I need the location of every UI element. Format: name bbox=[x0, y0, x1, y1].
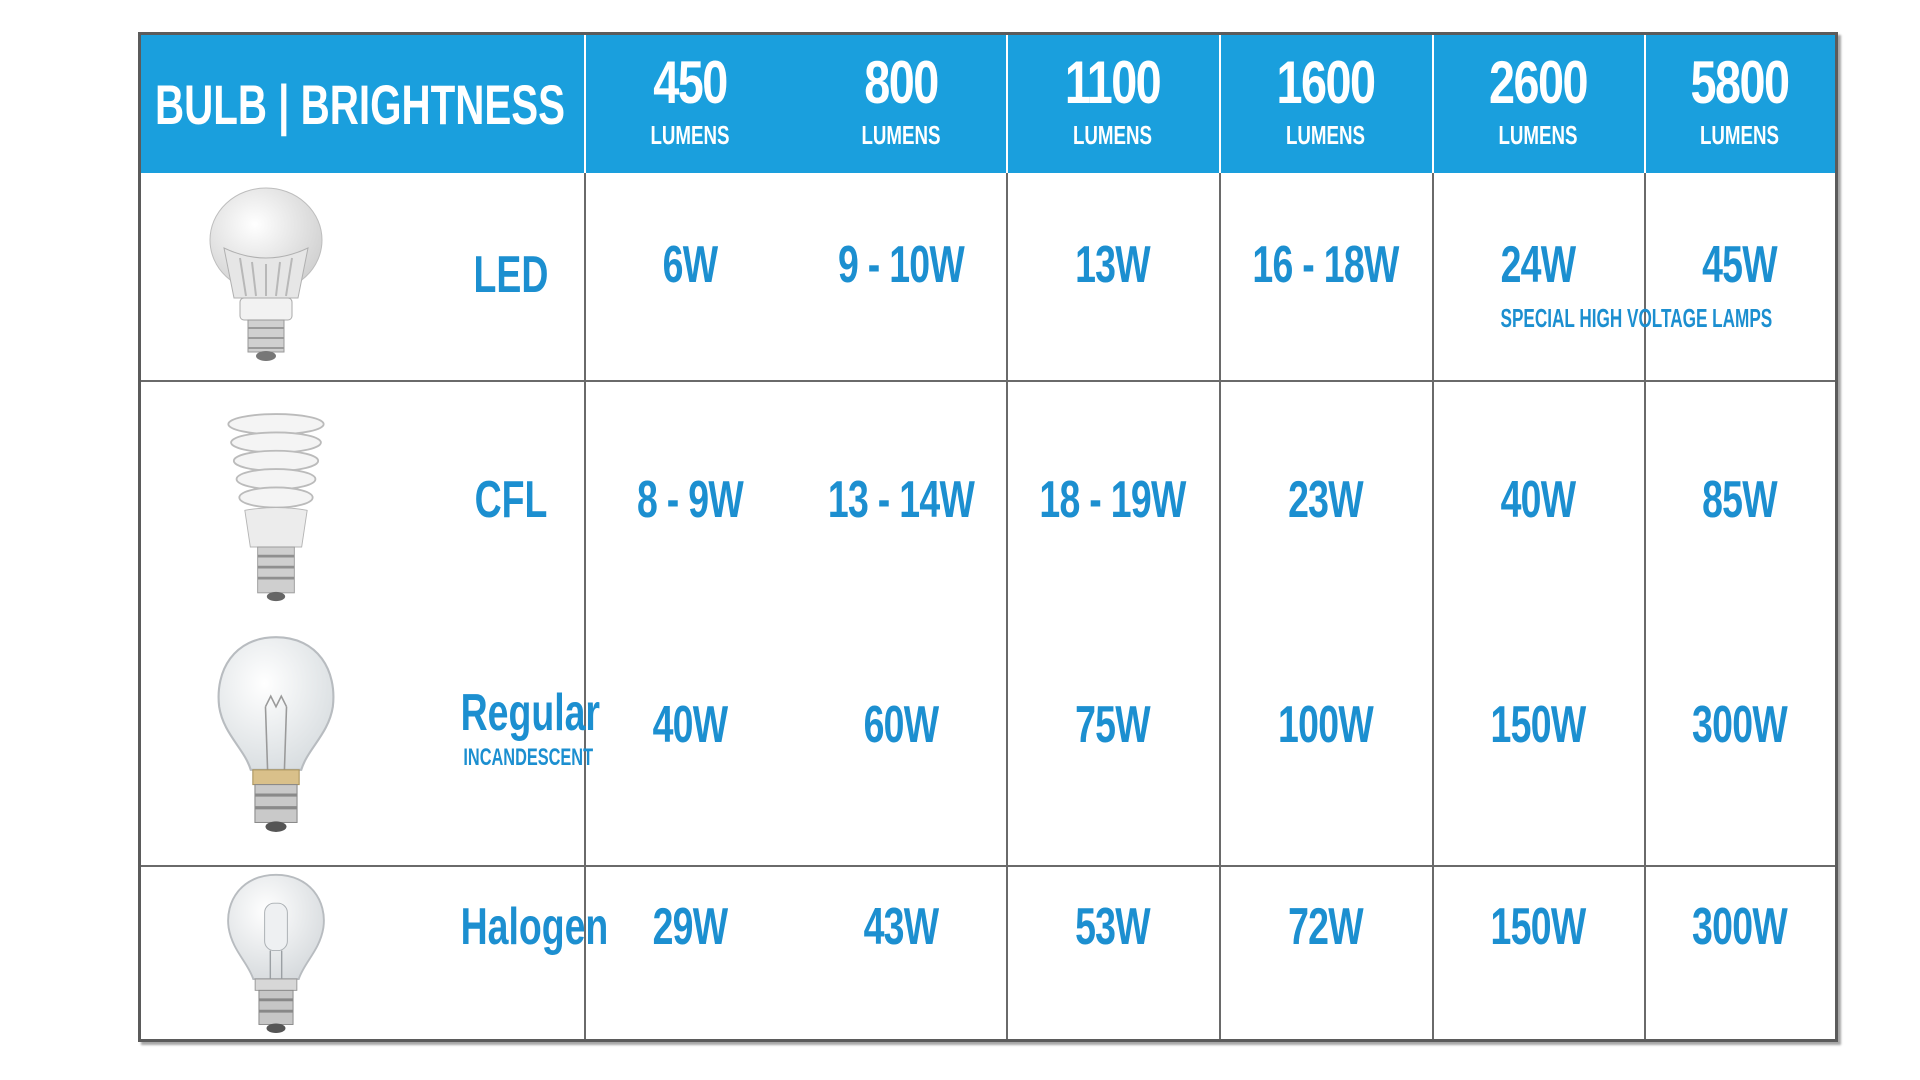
table-cell: 60W bbox=[796, 697, 1006, 753]
cell-wattage: 29W bbox=[652, 898, 729, 956]
table-cell: 6W bbox=[584, 237, 796, 293]
table-cell: 150W bbox=[1432, 697, 1644, 753]
cell-wattage: 100W bbox=[1278, 696, 1374, 754]
table-cell: 43W bbox=[796, 899, 1006, 955]
corner-header-label: BULB | BRIGHTNESS bbox=[155, 73, 566, 136]
column-header-unit: LUMENS bbox=[1699, 120, 1780, 150]
cell-wattage: 8 - 9W bbox=[637, 471, 744, 529]
column-divider bbox=[1432, 173, 1434, 1039]
column-header-unit: LUMENS bbox=[1498, 120, 1578, 150]
cell-wattage: 45W bbox=[1702, 236, 1778, 294]
special-high-voltage-note: SPECIAL HIGH VOLTAGE LAMPS bbox=[1500, 303, 1773, 333]
cell-wattage: 24W bbox=[1500, 236, 1577, 294]
cell-wattage: 150W bbox=[1490, 898, 1587, 956]
cell-wattage: 60W bbox=[863, 696, 940, 754]
column-header-1100: 1100 LUMENS bbox=[1006, 35, 1219, 173]
cell-wattage: 6W bbox=[662, 236, 718, 294]
table-cell: 13W bbox=[1006, 237, 1219, 293]
table-cell: 24W bbox=[1432, 237, 1644, 293]
row-label-led: LED bbox=[441, 247, 581, 303]
table-cell: 300W bbox=[1644, 697, 1835, 753]
column-header-unit: LUMENS bbox=[1285, 120, 1366, 150]
column-header-1600: 1600 LUMENS bbox=[1219, 35, 1432, 173]
cell-wattage: 13W bbox=[1075, 236, 1151, 294]
table-cell: 9 - 10W bbox=[796, 237, 1006, 293]
column-divider bbox=[1219, 173, 1221, 1039]
column-header-2600: 2600 LUMENS bbox=[1432, 35, 1644, 173]
table-cell: 100W bbox=[1219, 697, 1432, 753]
column-header-unit: LUMENS bbox=[1072, 120, 1153, 150]
column-header-800: 800 LUMENS bbox=[796, 35, 1006, 173]
header-divider bbox=[1219, 35, 1221, 173]
cell-wattage: 9 - 10W bbox=[837, 236, 965, 294]
cell-wattage: 150W bbox=[1490, 696, 1587, 754]
header-divider bbox=[1006, 35, 1008, 173]
cell-wattage: 40W bbox=[1500, 471, 1577, 529]
column-header-450: 450 LUMENS bbox=[584, 35, 796, 173]
table-cell: 13 - 14W bbox=[796, 472, 1006, 528]
cell-wattage: 13 - 14W bbox=[827, 471, 975, 529]
column-header-lumens-value: 1100 bbox=[1064, 49, 1162, 116]
table-cell: 16 - 18W bbox=[1219, 237, 1432, 293]
cfl-bulb-icon bbox=[221, 393, 331, 613]
column-divider bbox=[1644, 173, 1646, 1039]
table-cell: 23W bbox=[1219, 472, 1432, 528]
header-divider bbox=[584, 35, 586, 173]
incandescent-bulb-icon bbox=[211, 633, 341, 833]
corner-header: BULB | BRIGHTNESS bbox=[141, 35, 584, 173]
row-sublabel-text: INCANDESCENT bbox=[463, 744, 594, 771]
cell-wattage: 40W bbox=[652, 696, 729, 754]
table-cell: 85W bbox=[1644, 472, 1835, 528]
column-header-5800: 5800 LUMENS bbox=[1644, 35, 1835, 173]
table-cell: 29W bbox=[584, 899, 796, 955]
column-divider bbox=[1006, 173, 1008, 1039]
cell-wattage: 300W bbox=[1692, 898, 1788, 956]
column-header-unit: LUMENS bbox=[861, 120, 941, 150]
table-cell: 45W bbox=[1644, 237, 1835, 293]
row-label-regular: Regular INCANDESCENT bbox=[441, 684, 600, 771]
header-divider bbox=[1432, 35, 1434, 173]
column-header-lumens-value: 450 bbox=[653, 49, 728, 116]
cell-wattage: 18 - 19W bbox=[1039, 471, 1186, 529]
column-header-lumens-value: 5800 bbox=[1690, 49, 1790, 116]
cell-wattage: 43W bbox=[863, 898, 940, 956]
cell-wattage: 23W bbox=[1288, 471, 1364, 529]
halogen-bulb-icon bbox=[211, 871, 341, 1051]
table-cell: 150W bbox=[1432, 899, 1644, 955]
header-divider bbox=[1644, 35, 1646, 173]
table-header: BULB | BRIGHTNESS 450 LUMENS 800 LUMENS 1100… bbox=[141, 35, 1835, 173]
cell-wattage: 85W bbox=[1702, 471, 1778, 529]
row-label-text: Regular bbox=[460, 684, 600, 742]
table-cell: 53W bbox=[1006, 899, 1219, 955]
cell-wattage: 75W bbox=[1075, 696, 1151, 754]
row-divider bbox=[141, 380, 1835, 382]
table-cell: 75W bbox=[1006, 697, 1219, 753]
table-cell: 40W bbox=[1432, 472, 1644, 528]
cell-wattage: 53W bbox=[1075, 898, 1151, 956]
table-cell: 18 - 19W bbox=[1006, 472, 1219, 528]
cell-wattage: 72W bbox=[1288, 898, 1364, 956]
row-label-text: LED bbox=[473, 246, 549, 304]
row-divider bbox=[141, 865, 1835, 867]
column-divider bbox=[584, 173, 586, 1039]
row-label-text: CFL bbox=[474, 471, 548, 529]
column-header-lumens-value: 2600 bbox=[1489, 49, 1588, 116]
cell-wattage: 16 - 18W bbox=[1252, 236, 1399, 294]
row-label-cfl: CFL bbox=[441, 472, 581, 528]
table-cell: 8 - 9W bbox=[584, 472, 796, 528]
table-cell: 40W bbox=[584, 697, 796, 753]
cell-wattage: 300W bbox=[1692, 696, 1788, 754]
table-cell: 300W bbox=[1644, 899, 1835, 955]
table-cell: 72W bbox=[1219, 899, 1432, 955]
led-bulb-icon bbox=[201, 178, 331, 368]
column-header-unit: LUMENS bbox=[650, 120, 730, 150]
row-label-halogen: Halogen bbox=[441, 898, 609, 956]
column-header-lumens-value: 800 bbox=[864, 49, 939, 116]
row-label-text: Halogen bbox=[460, 898, 609, 956]
bulb-brightness-table: BULB | BRIGHTNESS 450 LUMENS 800 LUMENS 1100… bbox=[138, 32, 1838, 1042]
column-header-lumens-value: 1600 bbox=[1276, 49, 1376, 116]
